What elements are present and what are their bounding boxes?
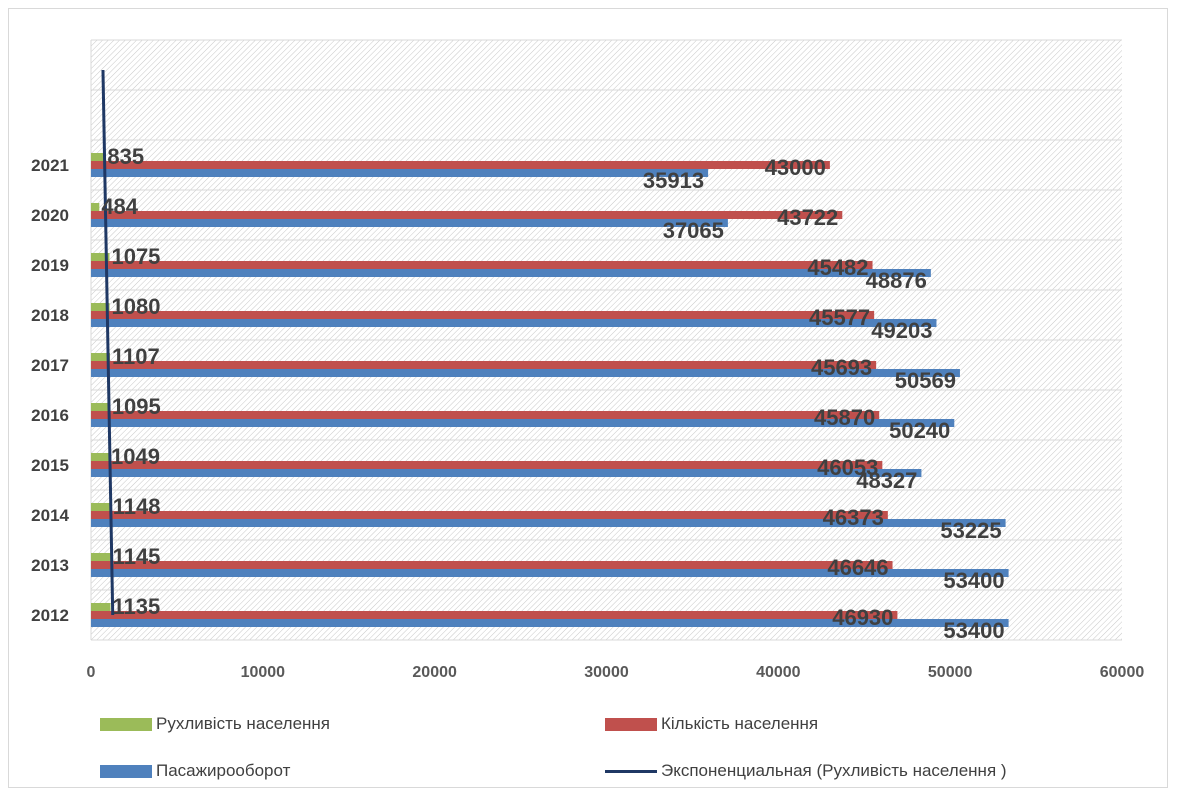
data-label-mobility: 1135 [113,594,161,619]
category-label: 2013 [31,556,69,575]
bar-mobility [91,253,110,261]
bar-population [91,311,875,319]
value-axis: 0 10000 20000 30000 40000 50000 60000 [87,664,1145,681]
data-label-mobility: 1145 [113,544,161,569]
x-tick-label: 20000 [412,664,457,681]
data-labels-layer: 1135 46930 53400 1145 46646 53400 1148 46373 532… [101,144,1004,643]
legend-swatch-mobility [100,717,152,731]
bar-mobility [91,603,111,611]
legend-item-trendline: Экспоненциальная (Рухливість населення ) [605,761,1007,781]
data-label-population: 46053 [817,455,878,480]
data-label-passenger-turnover: 48876 [866,268,927,293]
data-label-population: 46373 [823,505,884,530]
category-label: 2015 [31,456,69,475]
legend-swatch-trendline [605,769,657,773]
category-label: 2021 [31,156,69,175]
category-label: 2017 [31,356,69,375]
category-label: 2020 [31,206,69,225]
data-label-mobility: 835 [107,144,144,169]
bar-passenger-turnover [91,419,955,427]
legend-label-mobility: Рухливість населення [156,714,331,733]
data-label-mobility: 1080 [112,294,161,319]
data-label-passenger-turnover: 53400 [943,568,1004,593]
x-tick-label: 40000 [756,664,801,681]
bar-passenger-turnover [91,319,937,327]
data-label-mobility: 1107 [112,344,160,369]
data-label-passenger-turnover: 37065 [663,218,724,243]
data-label-mobility: 484 [101,194,138,219]
data-label-passenger-turnover: 35913 [643,168,704,193]
category-label: 2019 [31,256,69,275]
x-tick-label: 30000 [584,664,629,681]
trendline [101,69,115,616]
bar-population [91,561,893,569]
data-label-population: 45693 [811,355,872,380]
bar-population [91,461,883,469]
trend-layer [101,69,115,616]
data-label-population: 43722 [777,205,838,230]
bar-population [91,361,877,369]
x-tick-label: 0 [87,664,96,681]
bar-passenger-turnover [91,269,931,277]
data-label-passenger-turnover: 49203 [871,318,932,343]
bar-mobility [91,153,106,161]
chart-svg: 1135 46930 53400 1145 46646 53400 1148 46373 532… [31,39,1145,681]
bar-population [91,161,830,169]
bar-mobility [91,203,100,211]
bar-passenger-turnover [91,219,728,227]
legend-item-population: Кількість населення [605,714,818,734]
data-label-passenger-turnover: 50569 [895,368,956,393]
data-label-mobility: 1049 [111,444,160,469]
legend-item-passenger-turnover: Пасажирооборот [100,761,290,781]
grid-layer [90,39,1122,641]
data-label-passenger-turnover: 53400 [943,618,1004,643]
bar-population [91,411,880,419]
bar-passenger-turnover [91,169,709,177]
bar-population [91,611,898,619]
data-label-mobility: 1148 [113,494,161,519]
bar-mobility [91,303,110,311]
bar-mobility [91,503,111,511]
data-label-population: 45482 [807,255,868,280]
legend-swatch-population [605,717,657,731]
x-tick-label: 10000 [241,664,286,681]
bar-mobility [91,553,111,561]
data-label-passenger-turnover: 48327 [856,468,917,493]
bar-population [91,211,843,219]
x-tick-label: 60000 [1100,664,1145,681]
bar-population [91,511,888,519]
data-label-mobility: 1075 [111,244,160,269]
bars-layer [91,153,1009,627]
bar-mobility [91,403,110,411]
data-label-population: 46646 [827,555,888,580]
data-label-mobility: 1095 [112,394,161,419]
category-label: 2018 [31,306,69,325]
category-label: 2014 [31,506,69,525]
bar-passenger-turnover [91,519,1006,527]
legend-swatch-passenger-turnover [100,764,152,778]
bar-passenger-turnover [91,619,1009,627]
bar-mobility [91,453,110,461]
legend-label-passenger-turnover: Пасажирооборот [156,761,291,780]
legend-label-population: Кількість населення [661,714,819,733]
chart-frame: 1135 46930 53400 1145 46646 53400 1148 46373 532… [8,8,1168,788]
legend-item-mobility: Рухливість населення [100,714,330,734]
data-label-population: 43000 [765,155,826,180]
bar-passenger-turnover [91,469,922,477]
data-label-population: 46930 [832,605,893,630]
category-label: 2016 [31,406,69,425]
category-label: 2012 [31,606,69,625]
data-label-passenger-turnover: 50240 [889,418,950,443]
legend-label-trendline: Экспоненциальная (Рухливість населення ) [661,761,1007,780]
bar-passenger-turnover [91,369,960,377]
x-tick-label: 50000 [928,664,973,681]
bar-population [91,261,873,269]
bar-passenger-turnover [91,569,1009,577]
category-axis: 2012 2013 2014 2015 2016 2017 2018 2019 2020 2021 [31,156,69,625]
data-label-passenger-turnover: 53225 [940,518,1001,543]
bar-mobility [91,353,111,361]
data-label-population: 45577 [809,305,870,330]
data-label-population: 45870 [814,405,875,430]
